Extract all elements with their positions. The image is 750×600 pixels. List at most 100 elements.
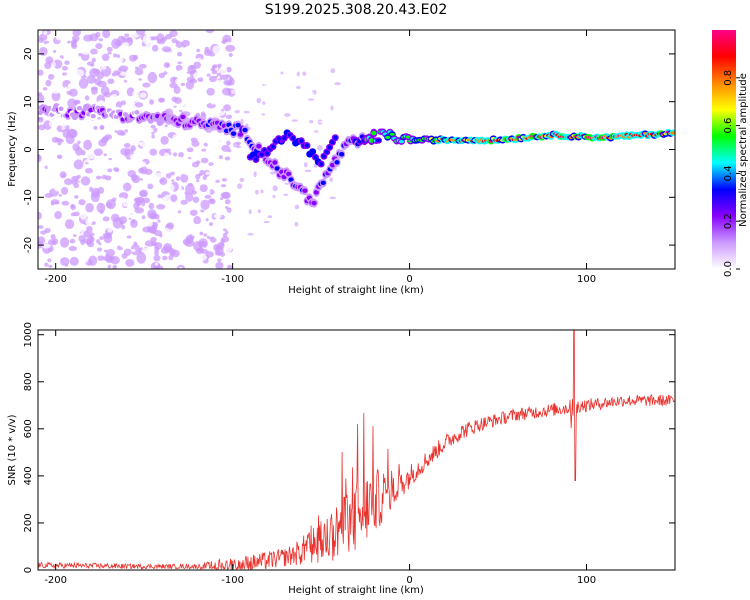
noise-blob: [62, 65, 68, 71]
noise-blob: [98, 197, 104, 201]
noise-blob: [220, 252, 226, 257]
colorbar-tick-label: 0.6: [723, 118, 734, 134]
noise-blob: [38, 69, 44, 76]
noise-blob: [144, 67, 152, 73]
noise-blob: [303, 162, 308, 168]
noise-blob: [226, 264, 233, 269]
noise-blob: [203, 142, 209, 147]
noise-blob: [272, 185, 278, 192]
noise-blob: [125, 259, 135, 267]
noise-blob: [330, 105, 334, 111]
x-tick-label: 0: [406, 274, 412, 285]
noise-blob: [221, 87, 232, 96]
noise-blob: [237, 183, 243, 189]
x-tick-label: -100: [221, 575, 244, 586]
noise-blob: [58, 193, 62, 197]
x-tick-label: -200: [44, 274, 67, 285]
noise-blob: [144, 168, 153, 175]
noise-blob: [276, 99, 281, 105]
branch-mark: [310, 149, 315, 154]
noise-blob: [189, 78, 197, 84]
noise-blob: [123, 79, 127, 83]
noise-blob: [128, 192, 134, 198]
colorbar-tick-label: 0.4: [723, 165, 734, 181]
ridge-mark: [371, 130, 377, 136]
noise-blob: [138, 63, 147, 69]
noise-blob: [149, 148, 158, 156]
noise-blob: [71, 179, 78, 185]
noise-blob: [99, 193, 104, 197]
noise-blob: [200, 111, 206, 117]
branch-mark: [321, 154, 326, 159]
noise-blob: [96, 71, 104, 80]
noise-blob: [111, 72, 117, 77]
noise-blob: [220, 241, 225, 246]
noise-blob: [138, 262, 144, 269]
noise-blob: [119, 241, 126, 248]
x-tick-label: 100: [577, 575, 596, 586]
ridge-mark: [235, 122, 241, 128]
noise-blob: [47, 73, 55, 80]
noise-blob: [158, 97, 166, 103]
noise-blob: [211, 70, 218, 75]
noise-blob: [334, 82, 341, 86]
noise-blob: [225, 211, 233, 220]
noise-blob: [162, 255, 168, 261]
noise-blob: [192, 196, 200, 203]
noise-blob: [163, 242, 173, 252]
noise-blob: [288, 87, 294, 94]
noise-blob: [64, 178, 73, 186]
noise-blob: [188, 132, 194, 137]
noise-blob: [225, 44, 236, 52]
branch-mark: [265, 151, 270, 156]
noise-blob: [156, 204, 166, 210]
noise-blob: [165, 101, 169, 106]
noise-blob: [138, 78, 142, 81]
noise-blob: [48, 119, 58, 128]
colorbar-ticks: 0.0 0.2 0.4 0.6 0.8: [723, 70, 740, 277]
y-tick-label: 200: [23, 513, 34, 532]
snr-panel: -200 -100 0 100 0 200 400 600 800 1000 Height of…: [7, 322, 676, 596]
noise-blob: [84, 95, 90, 101]
noise-blob: [101, 174, 108, 180]
colorbar-label: Normalized spectral amplitude: [738, 73, 749, 227]
noise-blob: [224, 199, 231, 205]
noise-blob: [302, 71, 307, 77]
noise-blob: [122, 175, 128, 180]
noise-blob: [283, 193, 289, 197]
noise-blob: [147, 71, 158, 84]
noise-blob: [280, 71, 284, 75]
noise-blob: [90, 86, 98, 91]
colorbar-tick-label: 0.2: [723, 213, 734, 229]
noise-blob: [329, 208, 336, 214]
noise-blob: [97, 80, 107, 88]
noise-blob: [102, 30, 111, 39]
noise-blob: [317, 145, 323, 151]
noise-blob: [91, 57, 96, 63]
noise-blob: [147, 183, 154, 190]
noise-blob: [170, 235, 175, 240]
noise-blob: [144, 126, 149, 130]
noise-blob: [256, 97, 262, 104]
noise-blob: [307, 98, 315, 101]
noise-blob: [119, 92, 128, 102]
noise-blob: [169, 60, 176, 65]
x-tick-label: -200: [44, 575, 67, 586]
noise-blob: [146, 221, 153, 227]
ridge-mark: [329, 162, 336, 168]
noise-blob: [122, 182, 132, 192]
noise-blob: [291, 78, 296, 83]
noise-blob: [165, 183, 175, 193]
y-tick-label: 800: [23, 372, 34, 391]
noise-blob: [67, 83, 74, 89]
noise-blob: [170, 216, 176, 222]
noise-blob: [215, 179, 220, 183]
noise-blob: [78, 78, 89, 89]
noise-blob: [240, 190, 247, 196]
noise-blob: [59, 257, 70, 266]
branch-mark: [313, 155, 318, 160]
noise-blob: [203, 233, 208, 237]
noise-blob: [115, 101, 123, 109]
snr-x-ticks: -200 -100 0 100: [44, 330, 596, 586]
noise-blob: [53, 184, 61, 192]
